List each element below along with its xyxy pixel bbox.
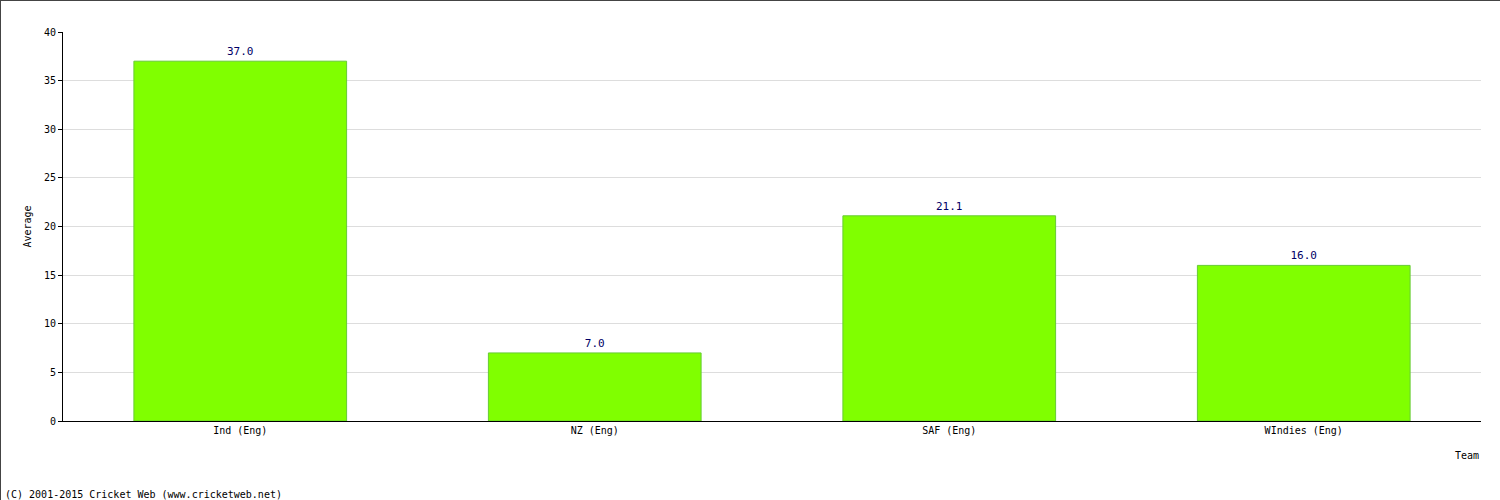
svg-text:Team: Team <box>1455 450 1479 461</box>
svg-text:Average: Average <box>22 205 33 247</box>
svg-text:0: 0 <box>50 416 56 427</box>
svg-text:(C) 2001-2015 Cricket Web (www: (C) 2001-2015 Cricket Web (www.cricketwe… <box>5 489 282 500</box>
svg-text:WIndies (Eng): WIndies (Eng) <box>1265 425 1343 436</box>
svg-text:20: 20 <box>44 221 56 232</box>
svg-text:21.1: 21.1 <box>936 200 963 213</box>
svg-text:16.0: 16.0 <box>1291 249 1318 262</box>
svg-text:25: 25 <box>44 172 56 183</box>
svg-text:SAF (Eng): SAF (Eng) <box>922 425 976 436</box>
svg-text:37.0: 37.0 <box>227 45 254 58</box>
svg-text:30: 30 <box>44 124 56 135</box>
svg-text:5: 5 <box>50 367 56 378</box>
svg-text:Ind (Eng): Ind (Eng) <box>213 425 267 436</box>
svg-text:15: 15 <box>44 270 56 281</box>
svg-text:10: 10 <box>44 318 56 329</box>
svg-text:NZ (Eng): NZ (Eng) <box>571 425 619 436</box>
svg-text:35: 35 <box>44 75 56 86</box>
svg-text:7.0: 7.0 <box>585 337 605 350</box>
svg-text:40: 40 <box>44 27 56 38</box>
